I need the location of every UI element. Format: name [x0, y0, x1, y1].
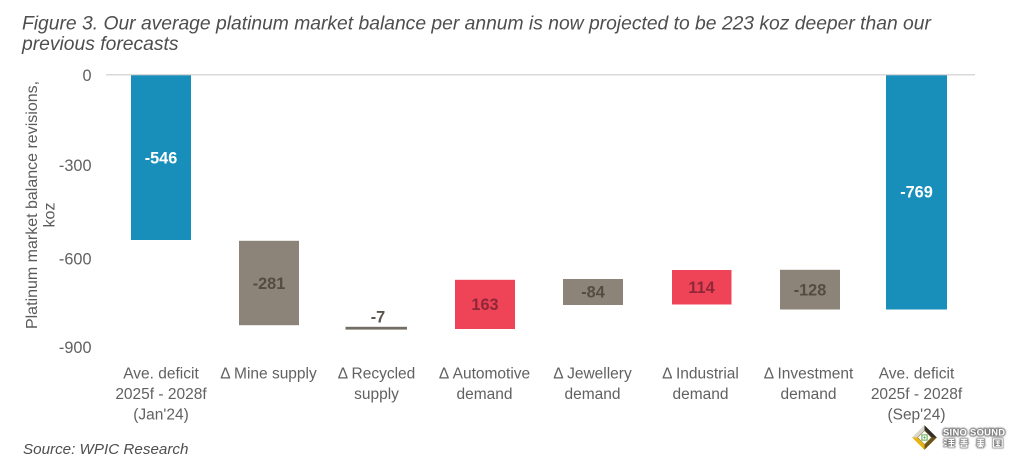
- svg-text:koz: koz: [42, 203, 59, 228]
- svg-text:(Jan'24): (Jan'24): [133, 407, 189, 424]
- svg-text:-546: -546: [145, 150, 178, 168]
- svg-text:demand: demand: [456, 386, 512, 403]
- svg-text:Source: WPIC Research: Source: WPIC Research: [23, 441, 188, 458]
- svg-text:(Sep'24): (Sep'24): [887, 407, 945, 424]
- svg-text:Platinum market balance revisi: Platinum market balance revisions,: [24, 81, 41, 329]
- svg-text:2025f - 2028f: 2025f - 2028f: [871, 386, 963, 403]
- svg-text:-84: -84: [581, 284, 605, 302]
- svg-text:-281: -281: [253, 275, 286, 293]
- svg-text:Δ Mine supply: Δ Mine supply: [220, 366, 317, 383]
- svg-text:2025f - 2028f: 2025f - 2028f: [115, 386, 207, 403]
- svg-text:Δ Jewellery: Δ Jewellery: [553, 366, 632, 383]
- svg-text:Figure 3. Our average platinum: Figure 3. Our average platinum market ba…: [22, 14, 932, 35]
- svg-text:Δ Automotive: Δ Automotive: [439, 366, 530, 383]
- svg-text:-300: -300: [59, 157, 92, 175]
- svg-text:demand: demand: [672, 386, 728, 403]
- svg-text:-600: -600: [59, 250, 92, 268]
- svg-text:114: 114: [688, 279, 714, 297]
- svg-text:supply: supply: [354, 386, 399, 403]
- svg-text:163: 163: [471, 296, 498, 314]
- svg-text:0: 0: [82, 67, 91, 85]
- svg-text:SINO SOUND: SINO SOUND: [943, 427, 1005, 438]
- svg-text:demand: demand: [564, 386, 620, 403]
- svg-text:previous forecasts: previous forecasts: [21, 34, 179, 55]
- svg-text:SINO SOUND: SINO SOUND: [943, 427, 1005, 438]
- svg-text:-769: -769: [900, 184, 933, 202]
- svg-text:-128: -128: [794, 282, 827, 300]
- svg-text:Ave. deficit: Ave. deficit: [123, 366, 199, 383]
- svg-text:Δ Investment: Δ Investment: [764, 366, 854, 383]
- svg-text:-7: -7: [371, 309, 385, 327]
- svg-text:-900: -900: [59, 339, 92, 357]
- svg-text:Ave. deficit: Ave. deficit: [879, 366, 955, 383]
- svg-text:Δ Recycled: Δ Recycled: [338, 366, 416, 383]
- svg-text:demand: demand: [780, 386, 836, 403]
- svg-text:Δ Industrial: Δ Industrial: [662, 366, 739, 383]
